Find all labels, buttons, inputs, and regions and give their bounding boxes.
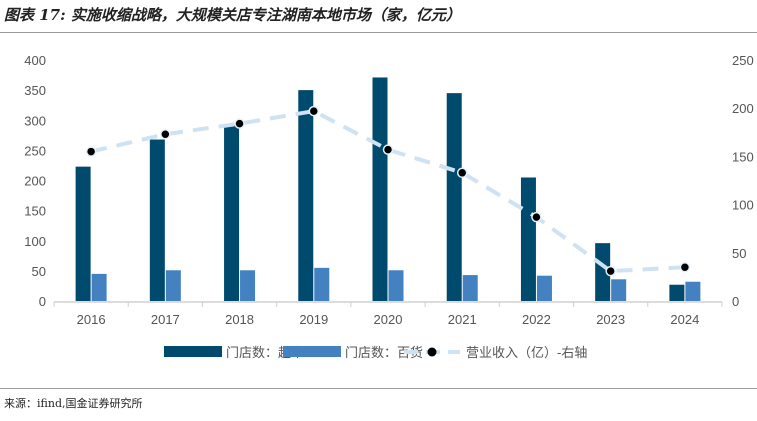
line-point-revenue bbox=[160, 128, 171, 140]
bar-department-store bbox=[462, 275, 478, 301]
right-axis-tick: 200 bbox=[732, 101, 754, 116]
line-revenue bbox=[90, 109, 685, 274]
line-point-revenue bbox=[679, 262, 691, 273]
left-axis-tick: 0 bbox=[39, 294, 46, 309]
right-axis-tick: 100 bbox=[732, 198, 754, 213]
bar-supermarket bbox=[669, 284, 685, 301]
left-axis-tick: 50 bbox=[32, 264, 46, 279]
left-axis-tick: 200 bbox=[24, 174, 46, 189]
bar-supermarket bbox=[224, 125, 240, 301]
bar-supermarket bbox=[520, 177, 536, 301]
x-axis-tick: 2022 bbox=[522, 312, 551, 327]
bar-department-store bbox=[240, 270, 256, 301]
bar-department-store bbox=[91, 273, 107, 301]
x-axis-tick: 2017 bbox=[151, 312, 180, 327]
line-point-revenue bbox=[382, 144, 394, 155]
line-point-revenue bbox=[234, 118, 245, 129]
bar-department-store bbox=[388, 270, 404, 301]
bar-supermarket bbox=[149, 139, 165, 301]
bar-department-store bbox=[685, 281, 701, 301]
left-axis-tick: 300 bbox=[24, 113, 46, 128]
x-axis-tick: 2024 bbox=[670, 312, 699, 327]
source-divider bbox=[0, 388, 757, 389]
bar-supermarket bbox=[75, 166, 91, 301]
left-axis-tick: 100 bbox=[24, 234, 46, 249]
legend-label-department-store: 门店数：百货 bbox=[345, 345, 423, 360]
legend-swatch-supermarket bbox=[164, 346, 222, 357]
line-point-revenue bbox=[531, 211, 542, 223]
bar-department-store bbox=[611, 279, 627, 301]
line-point-revenue bbox=[308, 105, 320, 117]
bar-department-store bbox=[536, 275, 552, 301]
bar-supermarket bbox=[372, 77, 388, 301]
legend-label-revenue: 营业收入（亿）-右轴 bbox=[466, 345, 587, 360]
line-point-revenue bbox=[85, 146, 97, 157]
left-axis-tick: 150 bbox=[24, 204, 46, 219]
x-axis-tick: 2019 bbox=[299, 312, 328, 327]
title-divider bbox=[0, 32, 757, 33]
right-axis-tick: 150 bbox=[732, 149, 754, 164]
legend-marker-revenue bbox=[427, 347, 437, 357]
bar-department-store bbox=[165, 270, 181, 301]
bar-supermarket bbox=[298, 90, 314, 301]
bar-supermarket bbox=[595, 243, 611, 301]
left-axis-tick: 400 bbox=[24, 53, 46, 68]
legend-swatch-department-store bbox=[283, 346, 341, 357]
left-axis-tick: 250 bbox=[24, 143, 46, 158]
bar-department-store bbox=[314, 267, 330, 301]
source-note: 来源：ifind,国金证券研究所 bbox=[4, 397, 143, 410]
bar-supermarket bbox=[446, 93, 462, 301]
line-point-revenue bbox=[605, 265, 616, 277]
x-axis-tick: 2020 bbox=[374, 312, 403, 327]
right-axis-tick: 250 bbox=[732, 53, 754, 68]
x-axis-tick: 2023 bbox=[596, 312, 625, 327]
left-axis-tick: 350 bbox=[24, 83, 46, 98]
right-axis-tick: 50 bbox=[732, 246, 746, 261]
chart-title: 图表 17: 实施收缩战略，大规模关店专注湖南本地市场（家，亿元） bbox=[4, 6, 461, 24]
x-axis-tick: 2018 bbox=[225, 312, 254, 327]
x-axis-tick: 2021 bbox=[448, 312, 477, 327]
line-point-revenue bbox=[456, 167, 468, 179]
x-axis-tick: 2016 bbox=[77, 312, 106, 327]
right-axis-tick: 0 bbox=[732, 294, 739, 309]
